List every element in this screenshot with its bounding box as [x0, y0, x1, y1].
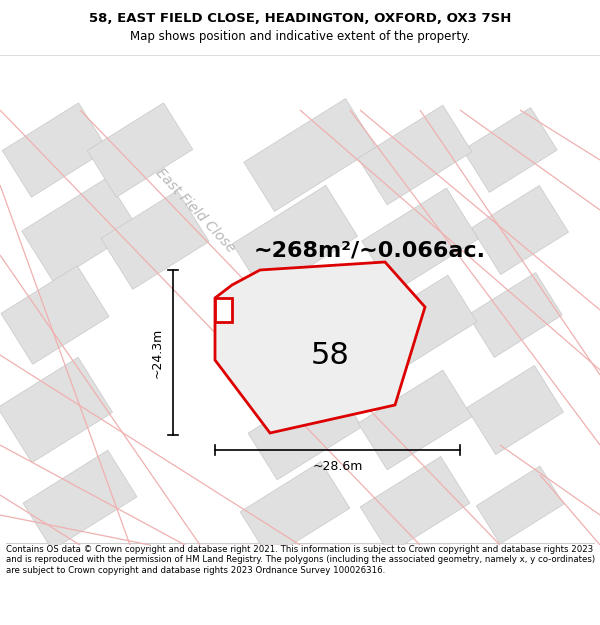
Polygon shape: [358, 105, 472, 205]
Polygon shape: [215, 262, 425, 433]
Polygon shape: [248, 380, 362, 480]
Polygon shape: [215, 298, 232, 322]
Text: 58, EAST FIELD CLOSE, HEADINGTON, OXFORD, OX3 7SH: 58, EAST FIELD CLOSE, HEADINGTON, OXFORD…: [89, 12, 511, 25]
Polygon shape: [362, 188, 478, 292]
Polygon shape: [476, 466, 564, 544]
Text: East Field Close: East Field Close: [152, 165, 238, 255]
Text: 58: 58: [311, 341, 349, 369]
Polygon shape: [23, 450, 137, 550]
Polygon shape: [2, 103, 108, 197]
Polygon shape: [244, 99, 376, 211]
Polygon shape: [240, 461, 350, 559]
Text: ~24.3m: ~24.3m: [151, 328, 164, 378]
Polygon shape: [0, 357, 113, 462]
Polygon shape: [467, 366, 563, 454]
Polygon shape: [232, 186, 358, 294]
Polygon shape: [358, 370, 472, 470]
Text: ~28.6m: ~28.6m: [313, 460, 362, 473]
Polygon shape: [87, 103, 193, 197]
Polygon shape: [468, 272, 562, 358]
Text: Map shows position and indicative extent of the property.: Map shows position and indicative extent…: [130, 30, 470, 43]
Polygon shape: [22, 178, 138, 282]
Polygon shape: [360, 456, 470, 554]
Polygon shape: [363, 275, 477, 375]
Polygon shape: [463, 107, 557, 192]
Polygon shape: [1, 266, 109, 364]
Text: ~268m²/~0.066ac.: ~268m²/~0.066ac.: [254, 240, 486, 260]
Text: Contains OS data © Crown copyright and database right 2021. This information is : Contains OS data © Crown copyright and d…: [6, 545, 595, 575]
Polygon shape: [101, 191, 209, 289]
Polygon shape: [248, 285, 362, 385]
Polygon shape: [472, 186, 568, 274]
